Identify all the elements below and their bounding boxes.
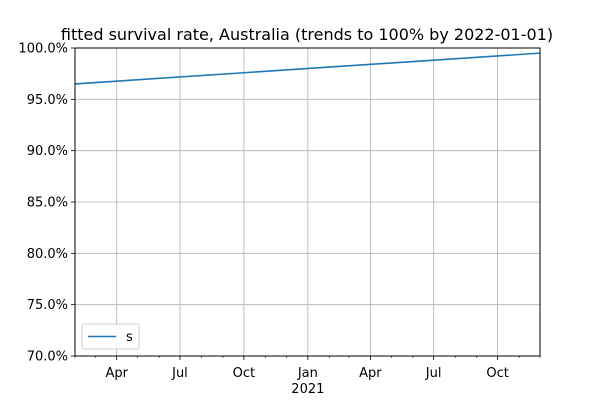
legend-label: s bbox=[126, 330, 133, 345]
y-tick-label: 90.0% bbox=[27, 144, 68, 159]
x-tick-label: Apr bbox=[105, 366, 128, 381]
x-tick-label: Oct bbox=[233, 366, 255, 381]
x-tick-label: Oct bbox=[486, 366, 508, 381]
y-tick-label: 75.0% bbox=[27, 298, 68, 313]
y-tick-label: 85.0% bbox=[27, 196, 68, 211]
x-tick-label: Jul bbox=[171, 366, 188, 381]
x-tick-label: Jul bbox=[425, 366, 442, 381]
y-tick-label: 95.0% bbox=[27, 93, 68, 108]
chart-title: fitted survival rate, Australia (trends … bbox=[61, 25, 553, 44]
x-tick-label: Apr bbox=[359, 366, 382, 381]
series-layer bbox=[74, 52, 541, 85]
y-tick-label: 70.0% bbox=[27, 350, 68, 365]
y-tick-label: 100.0% bbox=[18, 42, 68, 57]
series-line-s bbox=[74, 52, 541, 85]
x-year-label: 2021 bbox=[291, 382, 324, 397]
axis-ticks: 70.0% 75.0% 80.0% 85.0% 90.0% 95.0% 100.0% Apr J… bbox=[18, 42, 541, 397]
y-tick-label: 80.0% bbox=[27, 247, 68, 262]
legend: s bbox=[81, 323, 140, 350]
x-tick-label: Jan bbox=[297, 366, 318, 381]
